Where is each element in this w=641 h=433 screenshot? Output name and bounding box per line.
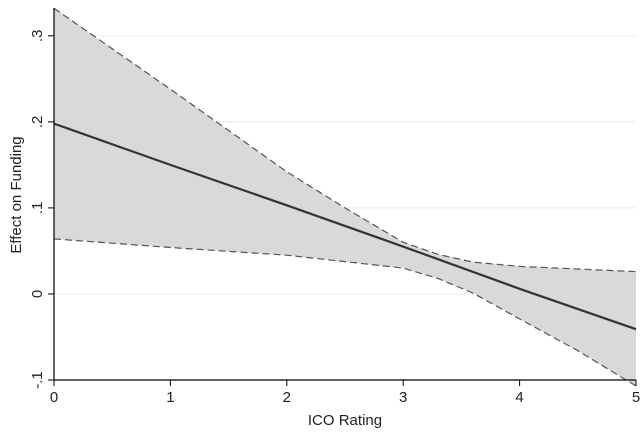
x-tick-label-1: 1 (166, 389, 174, 406)
y-tick-label-1: 0 (29, 290, 46, 298)
x-tick-label-5: 5 (632, 389, 640, 406)
confidence-band (54, 8, 636, 387)
y-axis-ticks: -.1 0 .1 .2 .3 (29, 30, 54, 389)
y-axis-title: Effect on Funding (8, 136, 25, 253)
estimate-line (53, 122, 637, 331)
lower-ci-line (53, 238, 637, 387)
x-axis-ticks: 0 1 2 3 4 5 (50, 380, 640, 406)
x-tick-label-4: 4 (515, 389, 523, 406)
y-tick-label-3: .2 (29, 116, 46, 129)
upper-ci-line (53, 7, 637, 273)
x-tick-label-3: 3 (399, 389, 407, 406)
x-tick-label-2: 2 (283, 389, 291, 406)
x-tick-label-0: 0 (50, 389, 58, 406)
y-tick-label-0: -.1 (29, 371, 46, 389)
y-tick-label-4: .3 (29, 30, 46, 43)
x-axis-title: ICO Rating (308, 412, 382, 429)
y-tick-label-2: .1 (29, 202, 46, 215)
